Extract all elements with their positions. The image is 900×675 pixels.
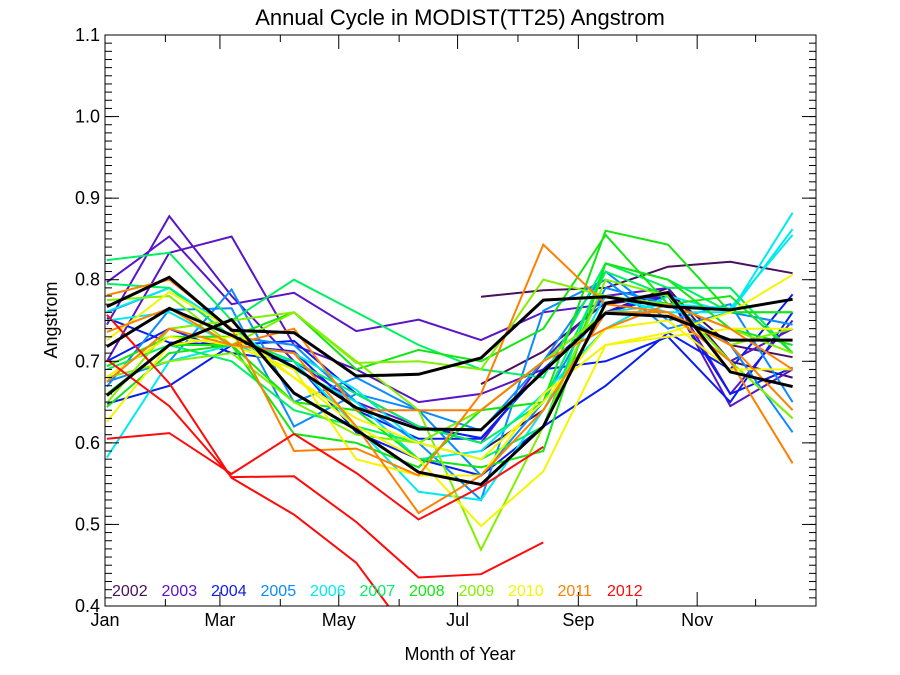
x-tick-label: May — [322, 610, 356, 630]
x-tick-label: Jan — [90, 610, 119, 630]
y-tick-label: 0.8 — [75, 270, 100, 290]
legend: 2002 2003 2004 2005 2006 2007 2008 2009 2010 2011… — [112, 583, 643, 600]
series-line-2012 — [106, 432, 544, 521]
series-line-2006 — [106, 212, 794, 502]
legend-item-2012: 2012 — [607, 583, 643, 600]
chart-title: Annual Cycle in MODIST(TT25) Angstrom — [255, 5, 665, 30]
series-line-2010 — [106, 327, 793, 477]
y-tick-label: 0.4 — [75, 596, 100, 616]
series-line-2002 — [480, 260, 793, 298]
y-axis-label: Angstrom — [41, 281, 61, 358]
y-tick-label: 0.6 — [75, 433, 100, 453]
series-line-2012 — [106, 314, 390, 606]
series-line-2012 — [106, 358, 544, 579]
series-line-2008 — [106, 233, 794, 371]
series-layer — [105, 212, 794, 606]
series-line-mean — [106, 306, 793, 432]
legend-item-2002: 2002 — [112, 583, 148, 600]
legend-item-2008: 2008 — [409, 583, 445, 600]
x-axis-label: Month of Year — [404, 644, 515, 664]
series-line-2008 — [106, 229, 793, 469]
legend-item-2004: 2004 — [211, 583, 247, 600]
y-tick-label: 0.7 — [75, 351, 100, 371]
legend-item-2005: 2005 — [261, 583, 297, 600]
legend-item-2010: 2010 — [508, 583, 544, 600]
y-tick-label: 1.0 — [75, 107, 100, 127]
series-line-2008 — [106, 262, 793, 469]
legend-item-2007: 2007 — [360, 583, 396, 600]
series-line-mean- — [105, 291, 793, 487]
x-tick-label: Mar — [204, 610, 235, 630]
legend-item-2009: 2009 — [459, 583, 495, 600]
x-tick-label: Sep — [562, 610, 594, 630]
legend-item-2003: 2003 — [162, 583, 198, 600]
axes-layer: 0.4 0.5 0.6 0.7 0.8 0.9 1.0 1.1 Jan Mar May Jul Sep N… — [75, 25, 816, 630]
series-line-2004 — [106, 293, 794, 477]
legend-item-2006: 2006 — [310, 583, 346, 600]
y-tick-label: 1.1 — [75, 25, 100, 45]
x-tick-label: Jul — [446, 610, 469, 630]
legend-item-2011: 2011 — [558, 583, 593, 600]
y-tick-label: 0.5 — [75, 514, 100, 534]
series-line-2011 — [106, 311, 794, 515]
x-tick-label: Nov — [681, 610, 713, 630]
y-tick-label: 0.9 — [75, 188, 100, 208]
